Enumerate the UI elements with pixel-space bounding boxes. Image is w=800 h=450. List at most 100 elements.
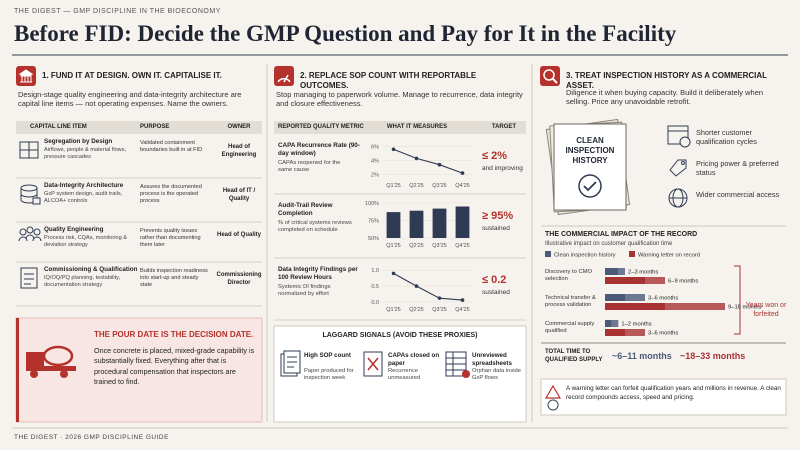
bar-low (605, 277, 645, 284)
x-tick-label: Q4'25 (455, 307, 470, 313)
legend-swatch (545, 251, 551, 257)
section-icon (274, 66, 294, 86)
bar-low (605, 268, 619, 275)
line (393, 148, 463, 174)
table-rules (16, 177, 262, 307)
total-value: ~18–33 months (680, 351, 746, 361)
item-detail: GxP system design, audit trails, ALCOA+ … (44, 191, 123, 204)
bar (409, 210, 424, 238)
bar-range (625, 329, 645, 336)
callout-title: THE POUR DATE IS THE DECISION DATE. (94, 330, 254, 339)
x-tick-label: Q3'25 (432, 183, 447, 189)
legend-label: Clean inspection history (554, 253, 616, 259)
y-tick-label: 4% (371, 159, 379, 165)
callout-accent (16, 318, 19, 422)
benefit: Shorter customer qualification cycles (696, 128, 757, 147)
footer: THE DIGEST · 2026 GMP DISCIPLINE GUIDE (14, 434, 169, 441)
bar-range (611, 320, 619, 327)
laggard-title: LAGGARD SIGNALS (AVOID THESE PROXIES) (322, 332, 478, 339)
item-detail: Process risk, CQAs, monitoring & deviati… (44, 235, 127, 248)
benefit: Pricing power & preferred status (696, 159, 779, 178)
column-header: WHAT IT MEASURES (386, 124, 448, 130)
stamp-graphic (545, 118, 631, 216)
value-label: 6–9 months (668, 279, 698, 285)
x-tick-label: Q1'25 (386, 183, 401, 189)
category-label: Technical transfer & process validation (545, 295, 596, 309)
item-title: Segregation by Design (44, 138, 113, 145)
category-label: Discovery to CMO selection (545, 269, 593, 283)
table-header-bg (16, 121, 262, 134)
point (460, 171, 465, 175)
benefit: Wider commercial access (696, 190, 780, 199)
value-label: 3–6 months (648, 296, 678, 302)
y-tick-label: 0.5 (371, 284, 379, 290)
item-purpose: Validated containment boundaries built i… (140, 140, 203, 153)
chart-title: THE COMMERCIAL IMPACT OF THE RECORD (545, 231, 698, 238)
y-tick-label: 6% (371, 145, 379, 151)
x-tick-label: Q1'25 (386, 307, 401, 313)
point (437, 296, 442, 300)
metric-target-note: and improving (482, 165, 523, 172)
item-purpose: Builds inspection readiness into start-u… (140, 268, 208, 288)
legend-swatch (629, 251, 635, 257)
value-label: 2–3 months (628, 270, 658, 276)
kicker: THE DIGEST — GMP DISCIPLINE IN THE BIOEC… (14, 8, 221, 15)
note-box (540, 378, 787, 416)
bar-range (618, 268, 625, 275)
laggard-item-text: Orphan data inside GxP flows (472, 368, 521, 382)
stamp-text: CLEAN INSPECTION HISTORY (565, 136, 615, 165)
bracket-label: Years won or forfeited (745, 302, 787, 318)
item-title: Data-Integrity Architecture (44, 182, 124, 189)
x-tick-label: Q4'25 (455, 183, 470, 189)
bar-low (605, 329, 625, 336)
callout-text: Once concrete is placed, mixed-grade cap… (94, 346, 255, 387)
table-rules (274, 193, 526, 321)
column-header: TARGET (491, 124, 517, 130)
point (414, 284, 419, 288)
section-icon (540, 66, 560, 86)
laggard-box (273, 325, 527, 423)
section-intro: Stop managing to paperwork volume. Manag… (276, 90, 523, 109)
column-header: CAPITAL LINE ITEM (30, 124, 87, 130)
warning-icon (544, 384, 562, 399)
bracket (734, 265, 741, 335)
laggard-item-title: Unreviewed spreadsheets (472, 352, 512, 367)
metric-target: ≤ 2% (482, 150, 507, 162)
item-title: Quality Engineering (44, 226, 104, 233)
y-tick-label: 100% (365, 201, 379, 207)
column-header: REPORTED QUALITY METRIC (278, 124, 364, 130)
laggard-item-title: CAPAs closed on paper (388, 352, 440, 367)
point (437, 162, 442, 167)
x-tick-label: Q2'25 (409, 243, 424, 249)
item-owner: Head of Engineering (221, 144, 257, 158)
bar-range (645, 277, 665, 284)
point (414, 156, 419, 161)
mini-chart: 0.0 0.5 1.0 Q1'25 Q2'25 Q3'25 Q4'25 (371, 268, 474, 313)
bar-range (625, 294, 645, 301)
metric-target: ≤ 0.2 (482, 274, 507, 286)
metric-description: CAPAs reopened for the same cause (278, 160, 341, 174)
check-icon (547, 399, 559, 411)
point (460, 298, 465, 302)
x-tick-label: Q1'25 (386, 243, 401, 249)
item-detail: Airflows, people & material flows, press… (44, 147, 127, 160)
value-label: 3–6 months (648, 331, 678, 337)
x-tick-label: Q2'25 (409, 307, 424, 313)
total-label: TOTAL TIME TO QUALIFIED SUPPLY (545, 349, 603, 363)
x-tick-label: Q4'25 (455, 243, 470, 249)
bar-range (665, 303, 725, 310)
metric-description: Systemic DI findings normalized by effor… (278, 284, 331, 298)
item-owner: Commissioning Director (216, 272, 262, 286)
section-intro: Diligence it when buying capacity. Build… (566, 88, 764, 107)
metric-name: CAPA Recurrence Rate (90-day window) (278, 142, 360, 157)
line (393, 272, 463, 301)
section-heading: 1. FUND IT AT DESIGN. OWN IT. CAPITALISE… (42, 71, 222, 80)
y-tick-label: 1.0 (371, 268, 379, 274)
item-detail: IQ/OQ/PQ planning, testability, document… (44, 275, 121, 288)
mixer-truck-icon (26, 345, 76, 378)
metric-name: Audit-Trail Review Completion (278, 202, 333, 217)
y-tick-label: 75% (368, 219, 379, 225)
mini-chart: 50% 75% 100% Q1'25 Q2'25 Q3'25 Q4'25 (365, 201, 474, 249)
bar-low (605, 320, 612, 327)
